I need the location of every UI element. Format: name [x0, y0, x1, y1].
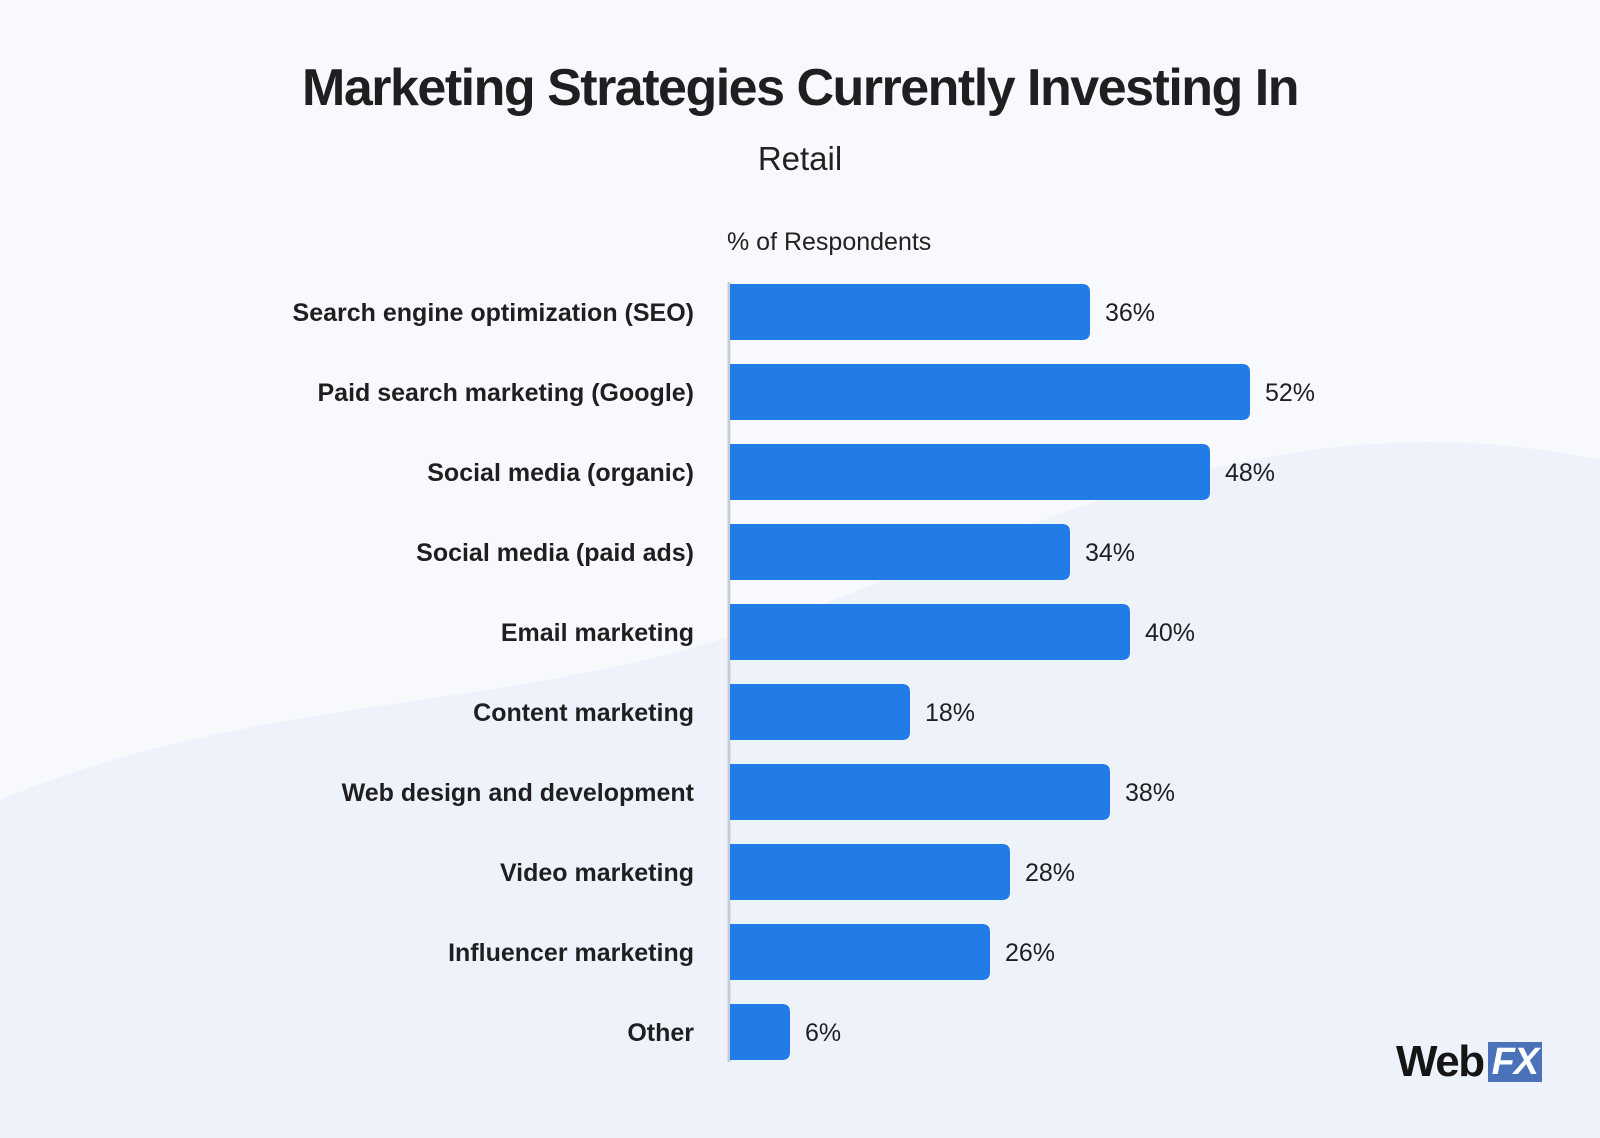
category-label-1: Paid search marketing (Google): [318, 379, 695, 407]
bar-6: [730, 764, 1110, 820]
value-label-6: 38%: [1125, 779, 1175, 807]
bar-0: [730, 284, 1090, 340]
value-label-9: 6%: [805, 1019, 841, 1047]
logo-fx-badge: FX: [1487, 1042, 1543, 1082]
value-label-2: 48%: [1225, 459, 1275, 487]
bar-5: [730, 684, 910, 740]
bar-2: [730, 444, 1210, 500]
value-label-3: 34%: [1085, 539, 1135, 567]
value-label-5: 18%: [925, 699, 975, 727]
category-label-6: Web design and development: [342, 779, 695, 807]
bar-9: [730, 1004, 790, 1060]
value-label-8: 26%: [1005, 939, 1055, 967]
chart-subtitle: Retail: [757, 140, 843, 177]
value-label-7: 28%: [1025, 859, 1075, 887]
bar-7: [730, 844, 1010, 900]
category-label-2: Social media (organic): [427, 459, 694, 487]
category-label-0: Search engine optimization (SEO): [293, 299, 694, 327]
category-label-3: Social media (paid ads): [416, 539, 694, 567]
category-label-4: Email marketing: [501, 619, 694, 647]
webfx-logo: Web FX: [1396, 1037, 1543, 1086]
chart-title: Marketing Strategies Currently Investing…: [302, 59, 1299, 117]
value-label-1: 52%: [1265, 379, 1315, 407]
x-axis-label: % of Respondents: [727, 228, 932, 256]
category-label-8: Influencer marketing: [448, 939, 694, 967]
bar-8: [730, 924, 990, 980]
bar-1: [730, 364, 1250, 420]
logo-web-text: Web: [1396, 1037, 1485, 1086]
value-label-4: 40%: [1145, 619, 1195, 647]
value-label-0: 36%: [1105, 299, 1155, 327]
category-label-5: Content marketing: [473, 699, 694, 727]
category-label-7: Video marketing: [500, 859, 694, 887]
bar-3: [730, 524, 1070, 580]
bar-4: [730, 604, 1130, 660]
category-label-9: Other: [627, 1019, 694, 1047]
